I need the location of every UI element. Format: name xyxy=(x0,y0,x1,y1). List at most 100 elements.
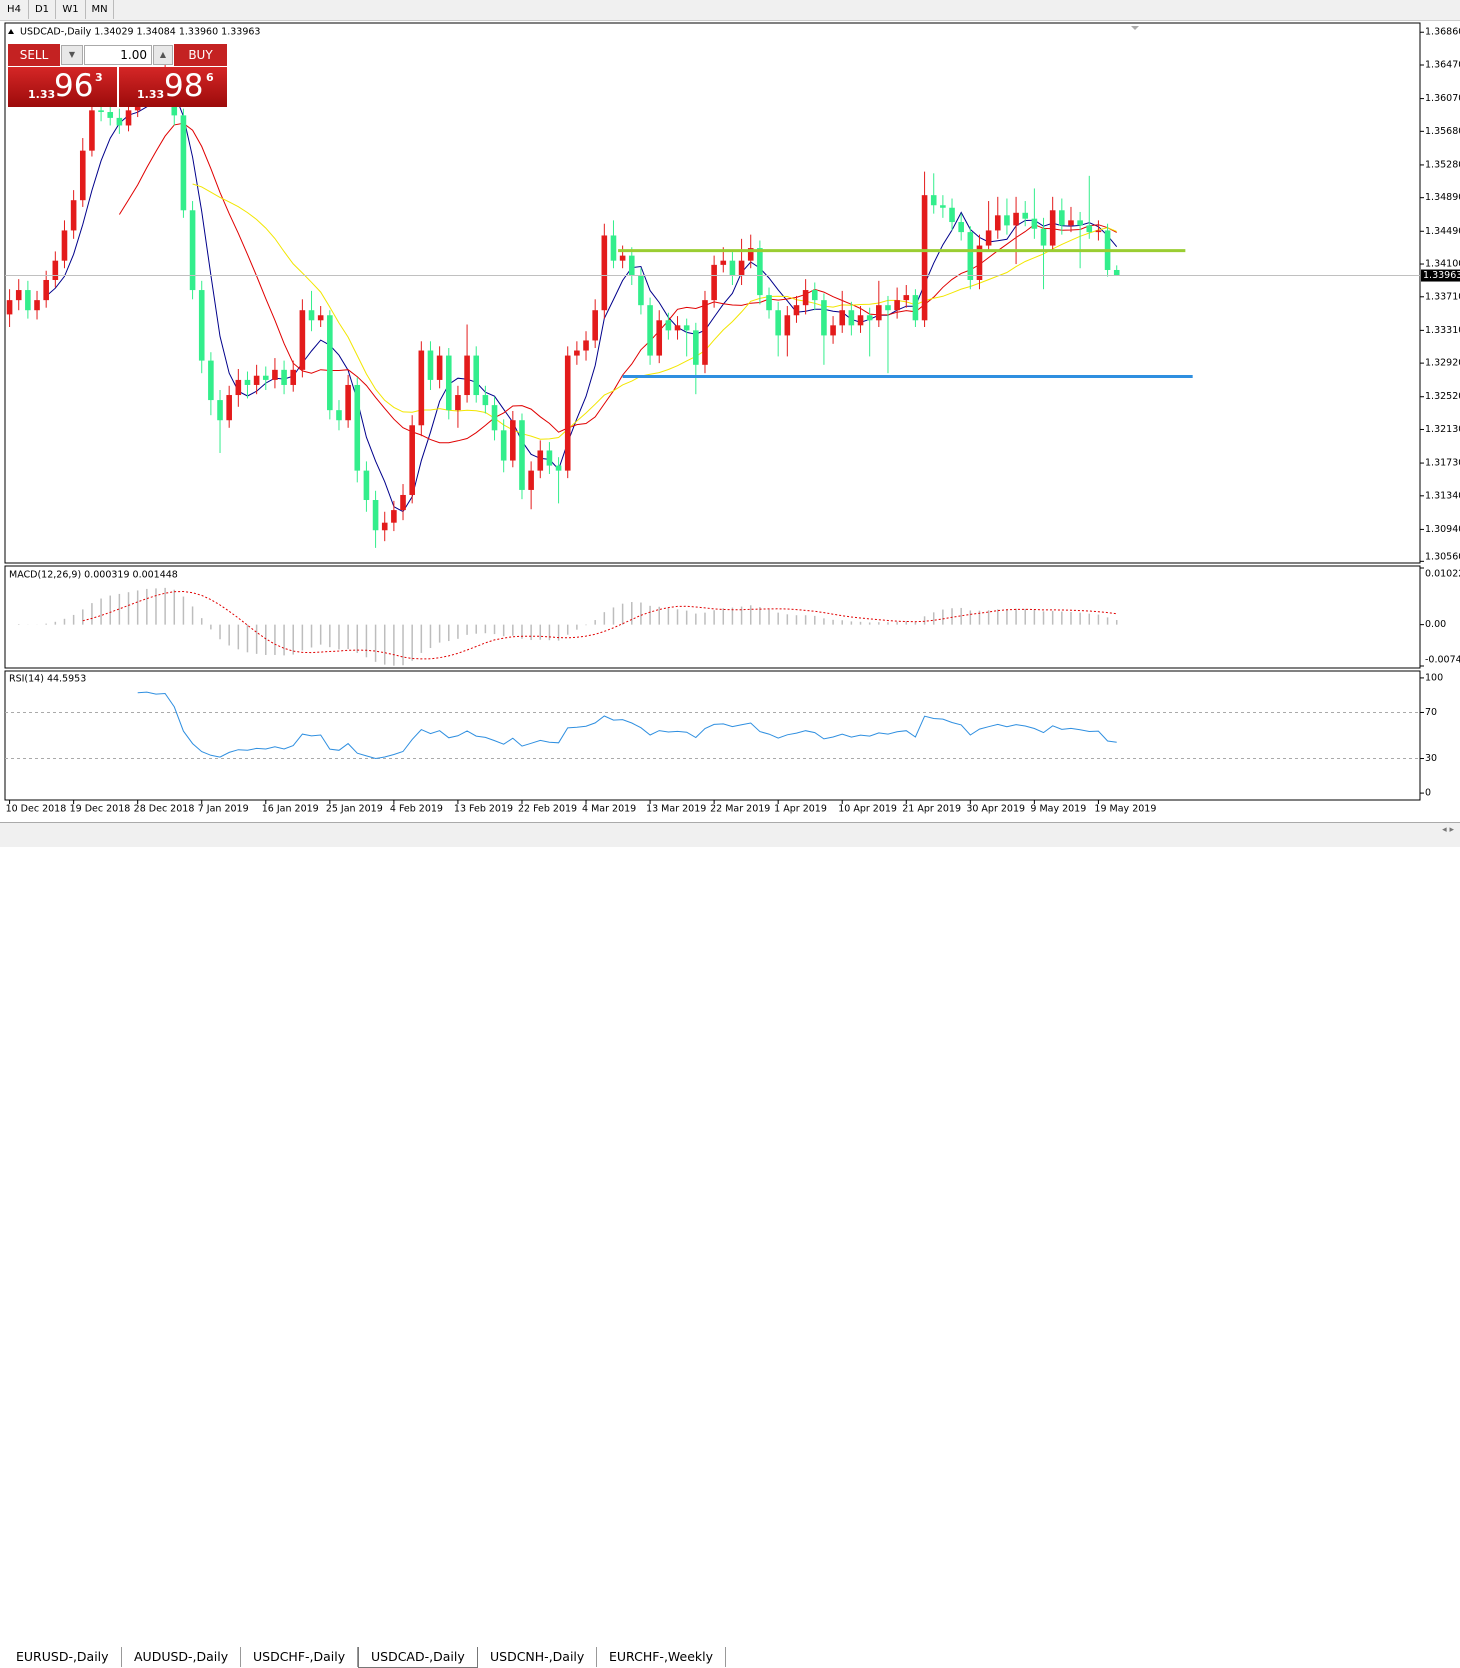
candle-body xyxy=(519,420,525,490)
candle-body xyxy=(381,522,388,531)
buy-button[interactable]: BUY xyxy=(174,44,227,66)
candle-body xyxy=(226,395,232,421)
volume-input[interactable]: 1.00 xyxy=(84,45,152,65)
indicator-title: RSI(14) 44.5953 xyxy=(9,674,86,685)
y-tick-label: 1.32920 xyxy=(1425,358,1460,369)
bid-small: 3 xyxy=(95,71,103,84)
last-price-label: 1.33963 xyxy=(1423,270,1460,281)
y-tick-label: 100 xyxy=(1425,672,1443,683)
candle-body xyxy=(217,400,223,421)
candle-body xyxy=(702,300,708,365)
candle-body xyxy=(327,315,333,411)
timeframe-button[interactable]: D1 xyxy=(29,0,56,19)
candle-body xyxy=(89,110,95,151)
candle-body xyxy=(985,230,992,246)
bid-box[interactable]: 1.33 96 3 xyxy=(8,67,117,107)
candle-body xyxy=(1068,220,1074,226)
candle-body xyxy=(1031,218,1038,229)
candle-body xyxy=(473,355,480,396)
bid-prefix: 1.33 xyxy=(28,88,56,101)
candle-body xyxy=(1086,225,1093,233)
symbol-tab[interactable]: EURUSD-,Daily xyxy=(4,1647,122,1667)
candle-body xyxy=(811,290,818,301)
candle-body xyxy=(940,205,946,208)
volume-down[interactable]: ▼ xyxy=(61,45,83,65)
candle-body xyxy=(189,210,196,291)
candle-body xyxy=(683,325,690,331)
ask-box[interactable]: 1.33 98 6 xyxy=(119,67,227,107)
candle-body xyxy=(876,305,882,321)
symbol-tab[interactable]: USDCNH-,Daily xyxy=(478,1647,598,1667)
volume-up[interactable]: ▲ xyxy=(153,45,173,65)
x-tick-label: 21 Apr 2019 xyxy=(902,804,961,815)
candle-body xyxy=(866,315,873,321)
candle-body xyxy=(500,430,507,461)
candle-body xyxy=(61,230,68,261)
y-tick-label: 1.35680 xyxy=(1425,126,1460,137)
candle-body xyxy=(427,350,434,380)
candle-body xyxy=(592,310,598,341)
candle-body xyxy=(555,465,562,471)
ask-small: 6 xyxy=(206,71,214,84)
y-tick-label: 1.34490 xyxy=(1425,226,1460,237)
candle-body xyxy=(198,290,205,361)
candle-body xyxy=(464,355,470,396)
chart: USDCAD-,Daily 1.34029 1.34084 1.33960 1.… xyxy=(4,22,1460,815)
y-tick-label: 0.010229 xyxy=(1425,569,1460,580)
candle-body xyxy=(958,222,964,233)
candle-body xyxy=(445,355,452,411)
candle-body xyxy=(272,369,278,380)
indicator-title: MACD(12,26,9) 0.000319 0.001448 xyxy=(9,570,178,581)
x-tick-label: 7 Jan 2019 xyxy=(198,804,249,815)
x-tick-label: 10 Apr 2019 xyxy=(838,804,897,815)
candle-body xyxy=(967,232,974,280)
symbol-tab[interactable]: AUDUSD-,Daily xyxy=(122,1647,242,1667)
timeframe-button[interactable]: W1 xyxy=(56,0,86,19)
timeframe-button[interactable]: MN xyxy=(86,0,114,19)
candle-body xyxy=(921,195,928,321)
x-tick-label: 13 Mar 2019 xyxy=(646,804,706,815)
candle-body xyxy=(1049,210,1056,246)
candle-body xyxy=(775,310,781,336)
candle-body xyxy=(711,264,717,301)
sell-button[interactable]: SELL xyxy=(8,44,60,66)
y-tick-label: 1.31340 xyxy=(1425,490,1460,501)
tab-scroll[interactable]: ◂ ▸ xyxy=(1442,825,1454,835)
candle-body xyxy=(125,110,132,126)
candle-body xyxy=(1013,212,1019,226)
y-tick-label: 1.30560 xyxy=(1425,552,1460,563)
shift-marker xyxy=(1131,26,1139,30)
candle-body xyxy=(317,315,324,321)
candle-body xyxy=(802,290,809,306)
timeframe-button[interactable]: H4 xyxy=(0,0,29,19)
candle-body xyxy=(116,117,123,126)
ask-big: 98 xyxy=(164,68,204,104)
y-tick-label: 1.34890 xyxy=(1425,192,1460,203)
chart-title: USDCAD-,Daily 1.34029 1.34084 1.33960 1.… xyxy=(20,27,260,38)
moving-average xyxy=(118,122,1117,444)
candle-body xyxy=(52,260,59,280)
candle-body xyxy=(308,310,315,321)
candle-body xyxy=(793,305,800,316)
candle-body xyxy=(528,470,534,490)
candle-body xyxy=(738,260,745,276)
x-tick-label: 28 Dec 2018 xyxy=(134,804,195,815)
candle-body xyxy=(363,470,370,501)
symbol-tab[interactable]: USDCHF-,Daily xyxy=(241,1647,359,1667)
candle-body xyxy=(98,110,104,113)
candle-body xyxy=(784,315,791,336)
candle-body xyxy=(1022,212,1029,219)
candle-body xyxy=(628,255,635,276)
symbol-tab[interactable]: USDCAD-,Daily xyxy=(358,1647,478,1668)
x-tick-label: 1 Apr 2019 xyxy=(774,804,827,815)
candle-body xyxy=(574,350,580,356)
x-tick-label: 4 Mar 2019 xyxy=(582,804,636,815)
symbol-tab[interactable]: EURCHF-,Weekly xyxy=(597,1647,727,1667)
candle-body xyxy=(894,300,900,311)
candle-body xyxy=(180,115,187,211)
candle-body xyxy=(1004,215,1010,226)
candle-body xyxy=(70,200,77,231)
candle-body xyxy=(903,295,910,301)
y-tick-label: 0 xyxy=(1425,788,1431,799)
